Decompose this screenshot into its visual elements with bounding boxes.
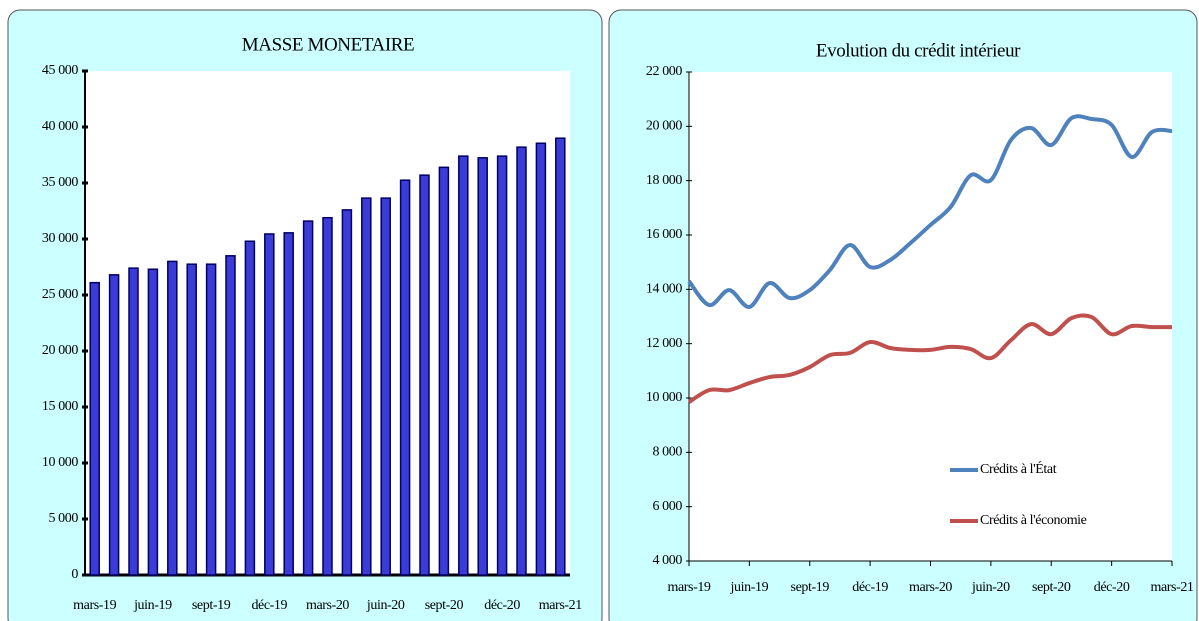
bar <box>283 232 294 576</box>
y-tick-label: 16 000 <box>646 227 683 242</box>
y-tick-label: 18 000 <box>646 173 683 188</box>
x-tick-label: sept-19 <box>192 598 231 613</box>
bar <box>186 263 197 576</box>
bar <box>477 157 488 576</box>
x-tick-label: juin-20 <box>366 598 405 613</box>
x-tick-label: sept-20 <box>425 598 464 613</box>
y-tick-label: 10 000 <box>42 455 79 470</box>
y-tick-label: 35 000 <box>42 175 79 190</box>
bar <box>264 233 275 576</box>
bar <box>496 155 508 576</box>
x-tick-label: sept-20 <box>1032 580 1071 595</box>
bar <box>438 166 450 576</box>
x-tick-label: juin-19 <box>133 598 172 613</box>
bar <box>322 216 333 576</box>
legend-label: Crédits à l'État <box>980 460 1057 477</box>
x-tick-label: mars-21 <box>539 598 582 613</box>
line <box>687 313 1173 404</box>
bar <box>419 174 430 576</box>
y-tick-label: 5 000 <box>48 511 78 526</box>
y-tick-label: 22 000 <box>646 64 683 79</box>
bar <box>302 220 314 576</box>
bar <box>516 146 527 576</box>
x-tick-label: juin-19 <box>730 580 769 595</box>
y-tick-label: 6 000 <box>652 499 682 514</box>
x-tick-label: déc-19 <box>852 580 888 595</box>
bar <box>225 255 236 576</box>
y-tick-label: 30 000 <box>42 231 79 246</box>
y-tick-label: 40 000 <box>42 119 79 134</box>
legend-label: Crédits à l'économie <box>980 513 1087 528</box>
bar <box>555 137 566 576</box>
y-tick-label: 45 000 <box>42 63 79 78</box>
bar <box>399 179 411 576</box>
x-tick-label: juin-20 <box>971 580 1010 595</box>
bar <box>147 268 159 576</box>
bar <box>128 267 139 576</box>
x-tick-label: mars-21 <box>1150 580 1193 595</box>
y-tick-label: 20 000 <box>42 343 79 358</box>
bar <box>205 263 217 576</box>
y-tick-label: 8 000 <box>652 445 682 460</box>
y-tick-label: 12 000 <box>646 336 683 351</box>
chart-title: MASSE MONETAIRE <box>242 34 414 55</box>
y-tick-label: 14 000 <box>646 282 683 297</box>
x-tick-label: déc-20 <box>484 598 520 613</box>
y-tick-label: 15 000 <box>42 399 79 414</box>
bar <box>108 274 120 576</box>
bar <box>341 209 353 576</box>
x-tick-label: mars-19 <box>667 580 710 595</box>
x-tick-label: mars-19 <box>73 598 116 613</box>
bar <box>458 155 469 576</box>
bar <box>535 142 547 576</box>
bar <box>380 197 391 576</box>
chart-title: Evolution du crédit intérieur <box>816 40 1021 61</box>
y-tick-label: 0 <box>71 567 78 582</box>
bar <box>361 197 372 576</box>
x-tick-label: déc-20 <box>1094 580 1130 595</box>
bar <box>89 281 100 576</box>
bar <box>167 260 178 576</box>
line <box>687 114 1173 309</box>
x-tick-label: mars-20 <box>306 598 349 613</box>
y-tick-label: 10 000 <box>646 390 683 405</box>
y-tick-label: 25 000 <box>42 287 79 302</box>
y-tick-label: 20 000 <box>646 119 683 134</box>
x-tick-label: déc-19 <box>251 598 287 613</box>
y-tick-label: 4 000 <box>652 553 682 568</box>
plot-area <box>689 72 1172 561</box>
x-tick-label: sept-19 <box>791 580 830 595</box>
x-tick-label: mars-20 <box>909 580 952 595</box>
bar <box>244 240 256 576</box>
